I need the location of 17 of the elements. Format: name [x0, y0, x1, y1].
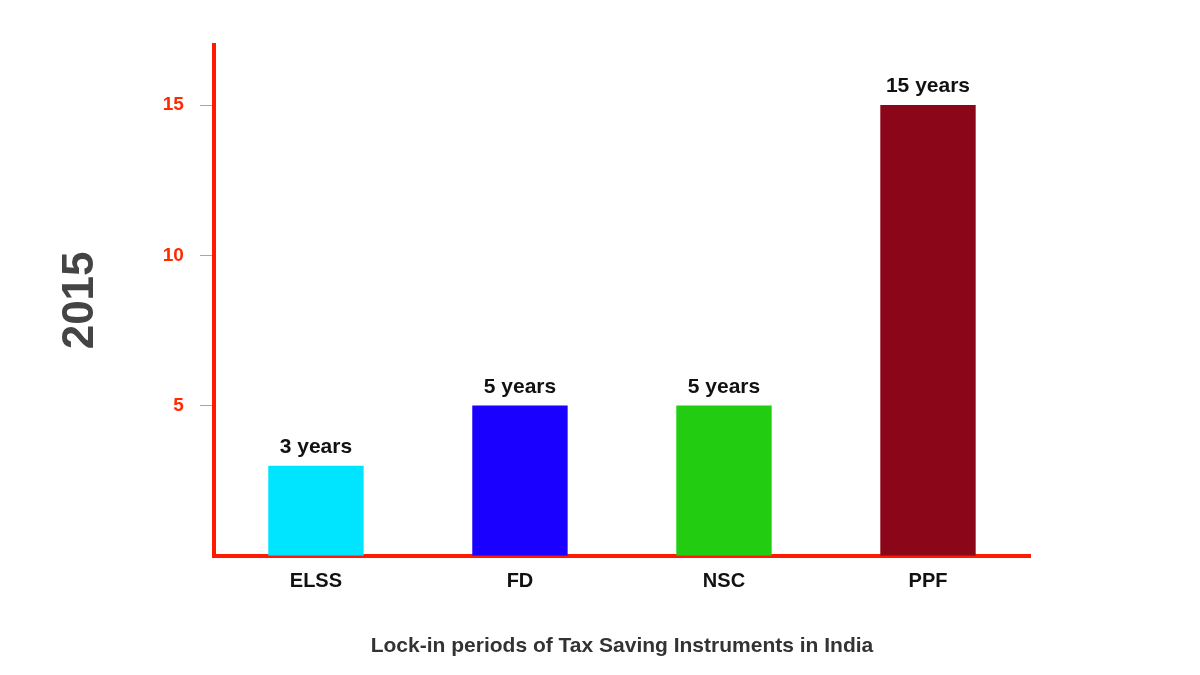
data-label: 5 years	[687, 373, 761, 397]
y-tick-label: 10	[162, 243, 184, 265]
y-axis-title: 2015	[52, 251, 102, 350]
y-tick-label: 5	[173, 393, 185, 415]
data-label: 3 years	[279, 433, 353, 457]
bar	[880, 105, 976, 556]
y-tick-label: 15	[162, 93, 185, 115]
data-label: 15 years	[885, 73, 971, 97]
x-axis-title: Lock-in periods of Tax Saving Instruments in India	[370, 633, 874, 657]
bar	[268, 465, 364, 556]
bar	[472, 405, 568, 556]
x-tick-label: PPF	[908, 569, 948, 592]
data-label: 5 years	[483, 373, 557, 397]
x-tick-label: ELSS	[289, 569, 343, 592]
bar	[676, 405, 772, 556]
x-tick-label: FD	[506, 569, 534, 592]
x-tick-label: NSC	[702, 569, 746, 592]
